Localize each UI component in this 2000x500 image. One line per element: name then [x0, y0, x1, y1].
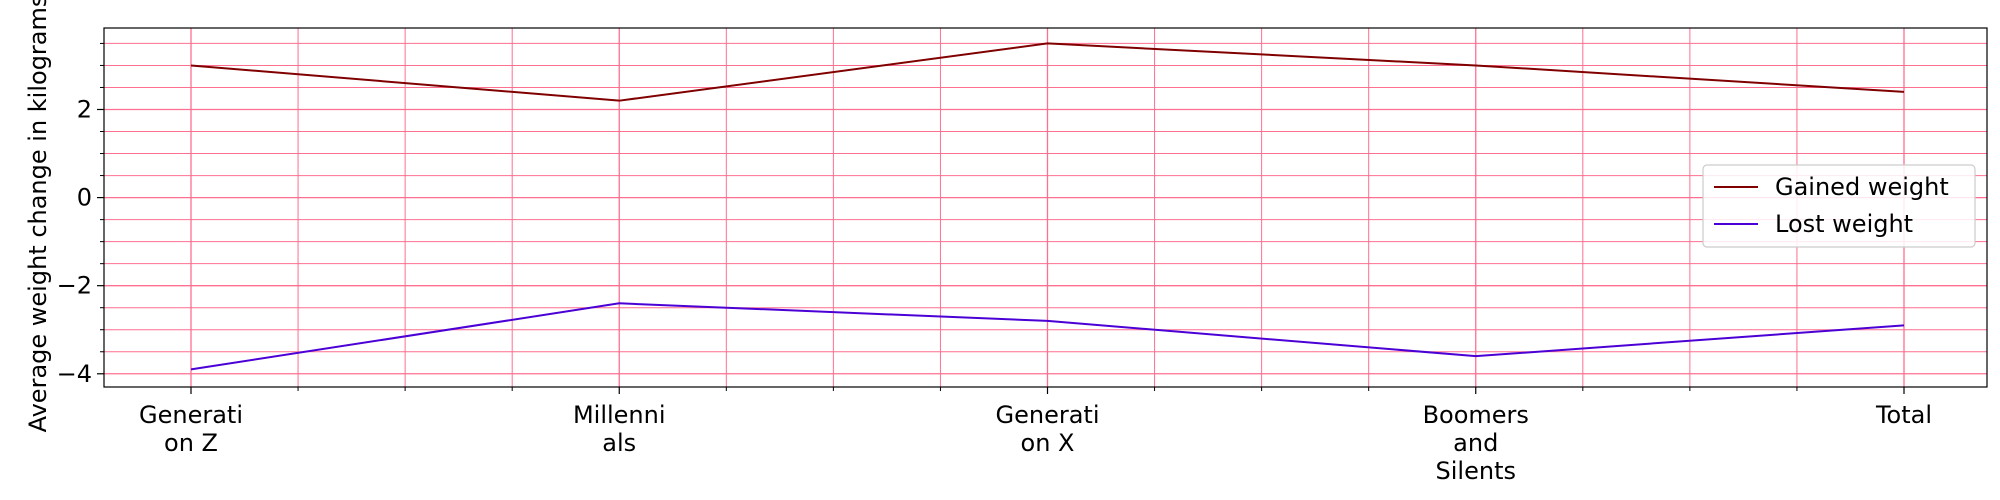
- legend-label: Lost weight: [1775, 210, 1913, 238]
- y-tick-label: 2: [77, 95, 92, 123]
- y-tick-label: −2: [57, 272, 92, 300]
- legend-box: [1702, 164, 1976, 248]
- legend: Gained weight Lost weight: [1702, 164, 1976, 248]
- tick-labels: −4 −2 0 2 Generati on Z Millenni als Generati on …: [57, 95, 1932, 485]
- x-tick-label: Boomers and Silents: [1423, 401, 1529, 485]
- y-tick-label: 0: [77, 184, 92, 212]
- y-tick-label: −4: [57, 360, 92, 388]
- x-tick-label: Generati on X: [996, 401, 1100, 457]
- x-tick-label: Generati on Z: [139, 401, 243, 457]
- x-tick-label: Total: [1875, 401, 1932, 429]
- axes: [97, 27, 1988, 394]
- legend-label: Gained weight: [1775, 173, 1949, 201]
- grid: [104, 28, 1987, 387]
- y-axis-title: Average weight change in kilograms: [24, 0, 52, 432]
- series-lines: [190, 42, 1905, 371]
- x-tick-label: Millenni als: [573, 401, 666, 457]
- plot-frame: [103, 27, 1988, 388]
